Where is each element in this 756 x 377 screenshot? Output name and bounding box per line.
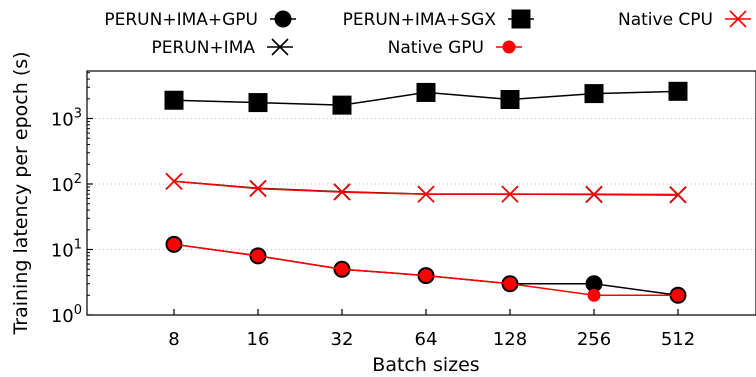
data-point-native-gpu <box>671 288 685 302</box>
legend-marker <box>274 10 292 28</box>
x-tick-label: 256 <box>577 329 611 350</box>
x-tick-label: 16 <box>247 329 270 350</box>
data-point-native-cpu <box>333 183 351 201</box>
data-point-perun-ima-sgx <box>416 82 436 102</box>
y-axis-title: Training latency per epoch (s) <box>10 51 32 335</box>
x-axis-ticks: 8 16 32 64 128 256 512 <box>168 309 695 350</box>
data-point-native-cpu <box>501 185 519 203</box>
y-tick-label: 101 <box>51 238 82 262</box>
x-tick-label: 512 <box>661 329 695 350</box>
plot-frame <box>86 70 756 316</box>
legend-item-perun-ima: PERUN+IMA <box>151 38 293 58</box>
series-group <box>164 81 688 304</box>
legend-marker <box>502 40 516 54</box>
x-tick-label: 64 <box>415 329 438 350</box>
legend-label: PERUN+IMA <box>151 38 255 58</box>
data-point-perun-ima-sgx <box>248 93 268 113</box>
series-line-native-cpu <box>173 180 679 196</box>
legend-item-perun-ima-gpu: PERUN+IMA+GPU <box>104 10 296 30</box>
data-point-native-cpu <box>669 185 687 204</box>
data-point-perun-ima-sgx <box>668 81 688 101</box>
data-point-native-cpu <box>417 185 435 203</box>
data-point-native-gpu <box>251 249 265 263</box>
legend-item-native-cpu: Native CPU <box>618 10 751 30</box>
legend-label: Native GPU <box>388 38 484 58</box>
data-point-native-cpu <box>249 180 267 198</box>
legend-item-perun-ima-sgx: PERUN+IMA+SGX <box>343 9 534 30</box>
x-axis-title: Batch sizes <box>372 354 479 376</box>
x-tick-label: 32 <box>331 329 354 350</box>
x-tick-label: 8 <box>168 329 179 350</box>
y-axis-ticks: 100 101 102 103 <box>51 72 93 327</box>
data-point-perun-ima-sgx <box>164 90 184 110</box>
legend-marker <box>271 38 289 56</box>
data-point-native-gpu <box>587 288 601 302</box>
data-point-native-gpu <box>167 237 181 251</box>
grid-lines <box>87 118 756 316</box>
legend-label: PERUN+IMA+GPU <box>104 10 258 30</box>
data-point-perun-ima-sgx <box>500 90 520 110</box>
legend: PERUN+IMA+GPU PERUN+IMA+SGX Native CPU PERU… <box>104 9 751 58</box>
x-tick-label: 128 <box>493 329 527 350</box>
legend-item-native-gpu: Native GPU <box>388 38 522 58</box>
y-tick-label: 100 <box>51 303 82 327</box>
data-point-native-cpu <box>165 172 183 190</box>
legend-label: PERUN+IMA+SGX <box>343 10 497 30</box>
data-point-native-gpu <box>503 277 517 291</box>
legend-marker <box>511 9 531 29</box>
data-point-perun-ima-sgx <box>584 84 604 104</box>
legend-label: Native CPU <box>618 10 713 30</box>
data-point-native-gpu <box>335 262 349 276</box>
data-point-native-gpu <box>419 269 433 283</box>
series-native-gpu <box>167 237 685 302</box>
data-point-perun-ima-sgx <box>332 95 352 115</box>
data-point-native-cpu <box>585 185 603 203</box>
legend-marker <box>729 10 747 28</box>
y-tick-label: 103 <box>51 107 82 131</box>
y-tick-label: 102 <box>51 172 82 196</box>
series-perun-ima-sgx <box>164 81 688 115</box>
series-native-cpu <box>165 172 687 204</box>
